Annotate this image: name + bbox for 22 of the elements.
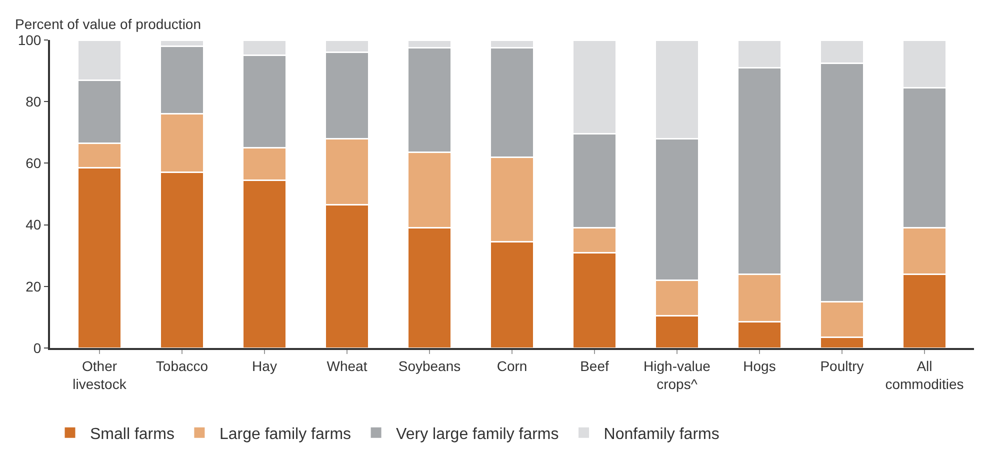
x-tick-label: Tobacco	[156, 358, 208, 374]
x-tick-label: Hay	[252, 358, 277, 374]
x-tick-label: All commodities	[885, 358, 964, 392]
legend-label: Nonfamily farms	[604, 426, 720, 443]
legend-label: Very large family farms	[396, 426, 559, 443]
legend-label: Large family farms	[219, 426, 352, 443]
x-tick-label: Corn	[496, 358, 528, 374]
y-tick-label: 0	[33, 340, 42, 356]
y-axis-title: Percent of value of production	[15, 16, 202, 32]
x-tick-label: High-value crops^	[644, 358, 711, 392]
x-tick-label: Other livestock	[72, 358, 128, 392]
y-tick-label: 40	[26, 216, 42, 233]
x-tick-label: Beef	[580, 358, 610, 374]
y-tick-label: 60	[26, 155, 42, 172]
x-tick-label: Soybeans	[398, 358, 461, 374]
y-tick-label: 20	[26, 278, 42, 294]
y-tick-label: 80	[26, 94, 42, 110]
x-tick-label: Wheat	[326, 358, 368, 374]
x-tick-label: Poultry	[820, 358, 864, 374]
x-tick-label: Hogs	[743, 358, 776, 374]
legend-label: Small farms	[90, 426, 174, 443]
y-tick-label: 100	[18, 32, 42, 48]
